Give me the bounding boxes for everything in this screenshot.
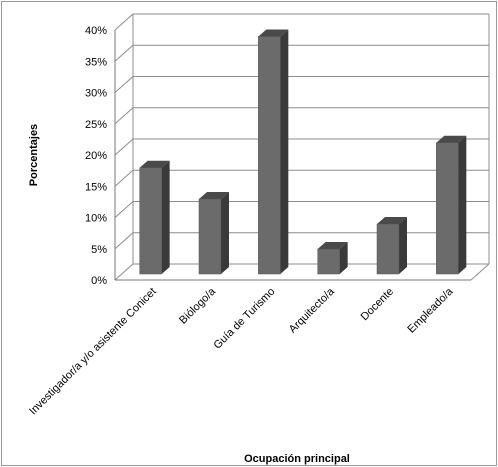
x-tick-label: Investigador/a y/o asistente Conicet bbox=[27, 286, 159, 418]
gridline-depth bbox=[114, 76, 134, 93]
gridline-depth bbox=[114, 232, 134, 250]
bar-front bbox=[436, 142, 459, 275]
floor-right-edge bbox=[470, 263, 490, 281]
bar bbox=[317, 242, 348, 275]
bar-top bbox=[139, 160, 170, 168]
y-tick-label: 0% bbox=[91, 275, 107, 287]
x-axis-title: Ocupación principal bbox=[244, 453, 350, 465]
bar-front bbox=[317, 248, 340, 275]
gridline-depth bbox=[114, 44, 134, 62]
bar bbox=[258, 29, 289, 275]
gridline-depth bbox=[114, 107, 134, 125]
bar bbox=[376, 217, 407, 275]
x-tick-label: Empleado/a bbox=[405, 285, 456, 336]
y-tick-label: 25% bbox=[85, 119, 107, 131]
y-tick-label: 5% bbox=[91, 244, 107, 256]
bar-top bbox=[199, 192, 229, 199]
chart-axes bbox=[114, 14, 490, 281]
bar-top bbox=[317, 242, 348, 249]
bar-top bbox=[258, 29, 289, 37]
bars bbox=[139, 29, 467, 275]
bar bbox=[436, 135, 467, 275]
x-tick-labels: Investigador/a y/o asistente Conicet Biól… bbox=[27, 285, 456, 417]
x-tick-label: Biólogo/a bbox=[177, 285, 219, 327]
y-tick-label: 15% bbox=[85, 181, 107, 193]
gridline-depth bbox=[114, 263, 134, 281]
bar-front bbox=[258, 36, 281, 275]
bar-top bbox=[377, 217, 407, 224]
bar-front bbox=[139, 167, 162, 275]
y-tick-label: 30% bbox=[85, 88, 107, 100]
bar-side bbox=[339, 242, 348, 274]
bar-front bbox=[198, 198, 222, 275]
bar-side bbox=[161, 160, 170, 274]
gridlines bbox=[114, 13, 489, 281]
y-tick-label: 20% bbox=[85, 150, 107, 162]
gridline-depth bbox=[114, 138, 134, 156]
bar bbox=[139, 160, 170, 275]
bar-front bbox=[376, 223, 400, 275]
x-tick-label: Docente bbox=[359, 286, 396, 323]
y-tick-label: 40% bbox=[85, 25, 107, 37]
bar bbox=[198, 192, 229, 275]
y-tick-label: 10% bbox=[85, 213, 107, 225]
x-tick-label: Arquitecto/a bbox=[287, 285, 338, 336]
gridline-depth bbox=[114, 201, 134, 218]
gridline-depth bbox=[114, 169, 134, 187]
y-axis-title: Porcentajes bbox=[28, 124, 40, 186]
y-tick-label: 35% bbox=[85, 56, 107, 68]
gridline-depth bbox=[114, 13, 134, 31]
bar-side bbox=[221, 192, 229, 274]
x-tick-label: Guía de Turismo bbox=[211, 286, 277, 352]
bar-side bbox=[458, 135, 467, 274]
bar-side bbox=[280, 29, 289, 274]
bar-top bbox=[436, 135, 467, 143]
y-tick-labels: 0% 5% 10% 15% 20% 25% 30% 35% 40% bbox=[85, 25, 107, 287]
bar-side bbox=[399, 217, 407, 274]
